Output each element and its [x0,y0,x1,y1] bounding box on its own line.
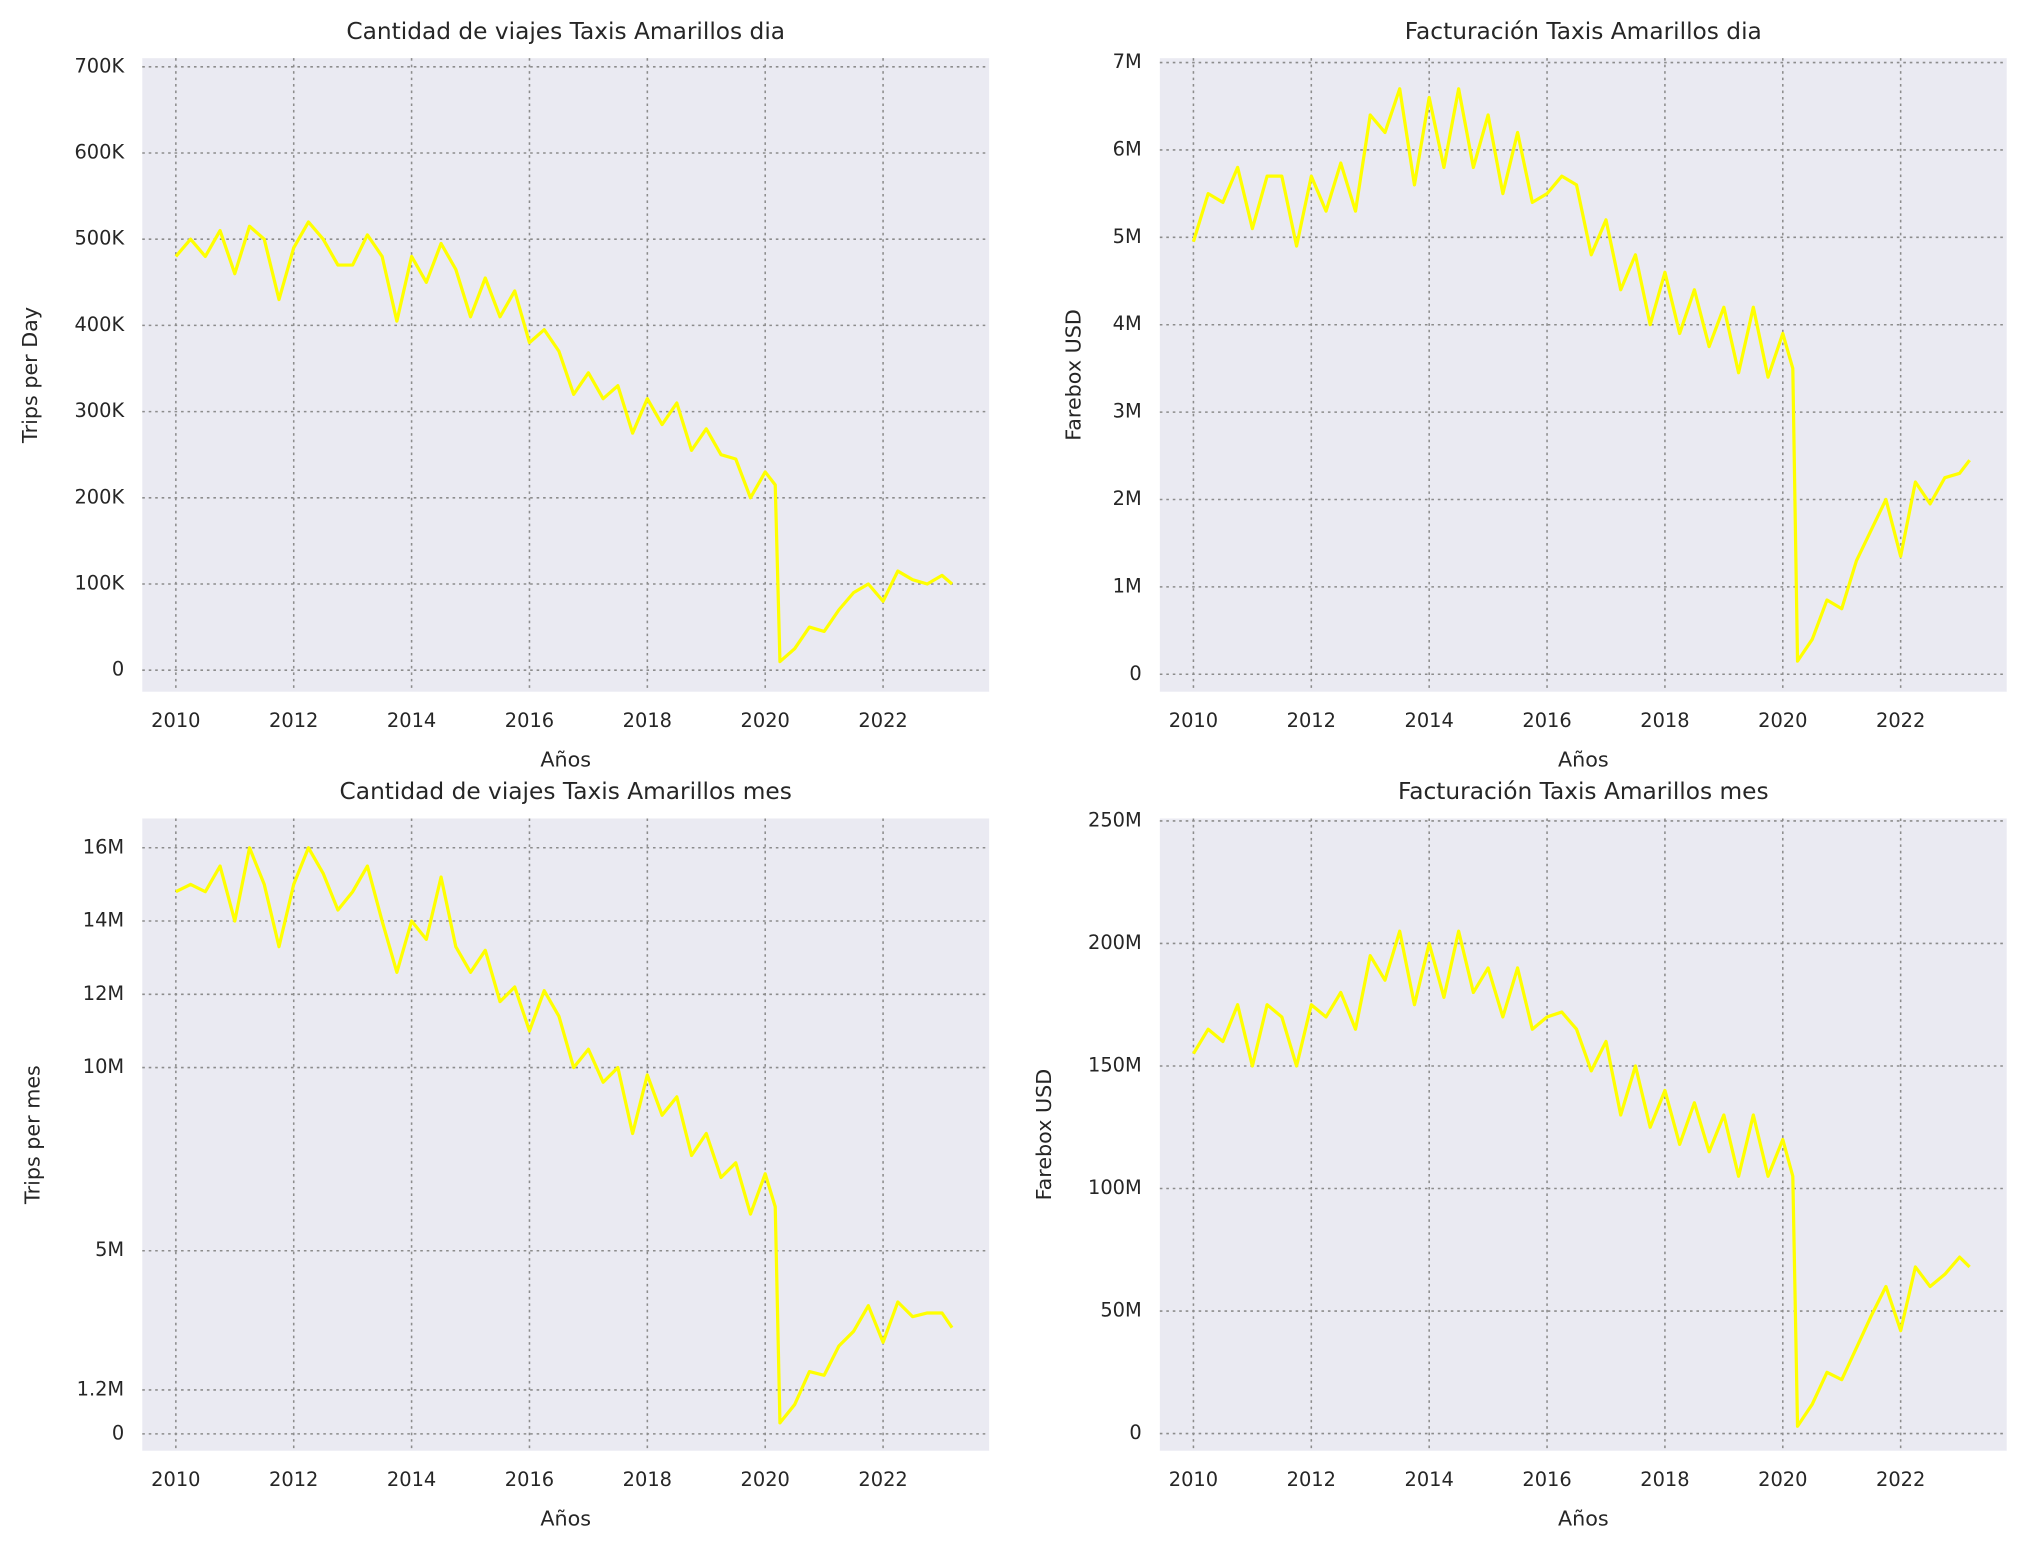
data-line [1192,929,1971,1428]
x-axis-label: Años [540,1506,591,1530]
y-tick-label: 7M [1113,50,1142,73]
y-tick-label: 4M [1113,312,1142,335]
data-line [174,220,954,664]
y-tick-label: 0 [112,1421,124,1444]
x-tick-label: 2018 [1640,1468,1689,1491]
x-tick-label: 2020 [741,709,790,732]
y-tick-label: 250M [1088,808,1142,831]
x-tick-label: 2016 [1522,1468,1571,1491]
x-tick-label: 2016 [505,709,554,732]
y-tick-label: 5M [1113,225,1142,248]
y-tick-label: 2M [1113,487,1142,510]
y-tick-label: 0 [1129,662,1141,685]
y-tick-label: 0 [1129,1421,1141,1444]
x-tick-label: 2020 [741,1468,790,1491]
y-tick-label: 150M [1088,1053,1142,1076]
plot-area [1159,818,2007,1451]
chart-title: Facturación Taxis Amarillos dia [1405,18,1762,45]
y-tick-label: 3M [1113,400,1142,423]
x-tick-label: 2010 [1169,709,1218,732]
x-tick-label: 2018 [623,1468,672,1491]
x-tick-label: 2014 [1405,709,1454,732]
x-tick-label: 2020 [1758,1468,1807,1491]
chart-title: Cantidad de viajes Taxis Amarillos mes [340,778,792,805]
y-tick-label: 14M [83,909,124,932]
y-tick-label: 600K [74,141,125,164]
y-tick-label: 100M [1088,1176,1142,1199]
x-tick-label: 2010 [151,1468,200,1491]
x-tick-label: 2020 [1758,709,1807,732]
x-tick-label: 2016 [505,1468,554,1491]
plot-area [1159,58,2007,692]
chart-title: Cantidad de viajes Taxis Amarillos dia [346,18,785,45]
y-tick-label: 700K [74,54,125,77]
y-tick-label: 200K [74,485,125,508]
x-tick-label: 2014 [387,1468,436,1491]
y-tick-label: 0 [112,658,124,681]
y-tick-label: 200M [1088,931,1142,954]
y-tick-label: 16M [83,835,124,858]
x-axis-label: Años [1558,747,1609,771]
y-tick-label: 400K [74,313,125,336]
y-tick-label: 12M [83,982,124,1005]
y-axis-label: Trips per mes [21,1065,45,1205]
x-tick-label: 2018 [1640,709,1689,732]
y-tick-label: 100K [74,571,125,594]
y-tick-label: 50M [1100,1299,1141,1322]
x-tick-label: 2012 [1287,1468,1336,1491]
x-axis-label: Años [540,747,591,771]
plot-area [142,818,990,1451]
y-tick-label: 300K [74,399,125,422]
data-line [1191,87,1971,663]
chart-title: Facturación Taxis Amarillos mes [1398,778,1769,805]
y-tick-label: 6M [1113,137,1142,160]
y-tick-label: 10M [83,1055,124,1078]
x-tick-label: 2022 [1876,1468,1925,1491]
y-axis-label: Trips per Day [18,307,42,444]
x-tick-label: 2012 [1287,709,1336,732]
x-tick-label: 2010 [1169,1468,1218,1491]
x-tick-label: 2022 [1876,709,1925,732]
x-tick-label: 2010 [151,709,200,732]
x-tick-label: 2022 [858,709,907,732]
x-tick-label: 2018 [623,709,672,732]
x-tick-label: 2014 [387,709,436,732]
x-tick-label: 2016 [1522,709,1571,732]
data-line [175,846,954,1425]
y-tick-label: 500K [74,227,125,250]
y-tick-label: 1M [1113,574,1142,597]
y-tick-label: 1.2M [77,1377,125,1400]
y-tick-label: 5M [95,1238,124,1261]
y-axis-label: Farebox USD [1062,309,1086,441]
x-tick-label: 2014 [1405,1468,1454,1491]
y-axis-label: Farebox USD [1032,1069,1056,1201]
x-tick-label: 2022 [858,1468,907,1491]
x-axis-label: Años [1558,1506,1609,1530]
x-tick-label: 2012 [269,1468,318,1491]
x-tick-label: 2012 [269,709,318,732]
